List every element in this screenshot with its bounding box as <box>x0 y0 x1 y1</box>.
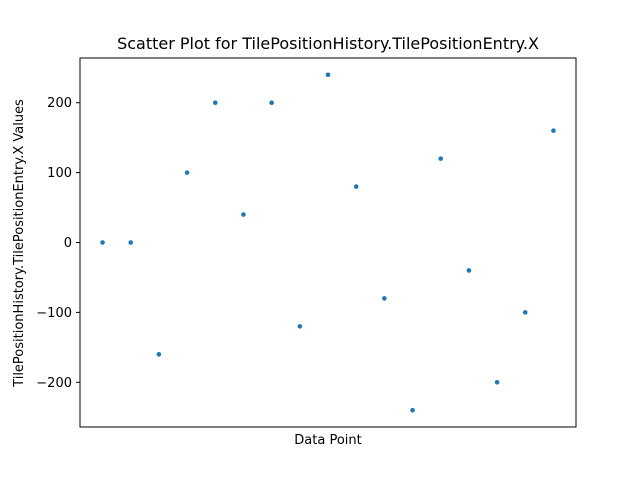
data-points <box>100 72 556 413</box>
data-point <box>297 324 303 329</box>
x-axis-label: Data Point <box>294 433 361 448</box>
y-tick-label: 0 <box>64 236 72 251</box>
data-point <box>241 212 246 217</box>
data-point <box>382 296 387 301</box>
y-axis-ticks: −200 −100 0 100 200 <box>36 96 80 391</box>
data-point <box>212 100 218 106</box>
data-point <box>522 310 528 315</box>
plot-frame <box>79 57 577 428</box>
y-tick-label: 100 <box>47 166 72 181</box>
data-point <box>551 128 556 133</box>
y-tick-label: 200 <box>47 96 72 111</box>
y-tick-label: −100 <box>36 306 72 321</box>
data-point <box>325 72 331 78</box>
data-point <box>353 184 359 189</box>
data-point <box>269 100 274 106</box>
data-point <box>128 240 134 245</box>
data-point <box>156 352 162 357</box>
data-point <box>438 156 444 161</box>
chart-title: Scatter Plot for TilePositionHistory.Til… <box>117 34 539 53</box>
data-point <box>184 170 190 175</box>
data-point <box>494 379 500 385</box>
data-point <box>100 240 105 245</box>
data-point <box>410 407 415 413</box>
data-point <box>466 268 472 273</box>
y-axis-label: TilePositionHistory.TilePositionEntry.X … <box>12 99 27 388</box>
y-tick-label: −200 <box>36 376 72 391</box>
